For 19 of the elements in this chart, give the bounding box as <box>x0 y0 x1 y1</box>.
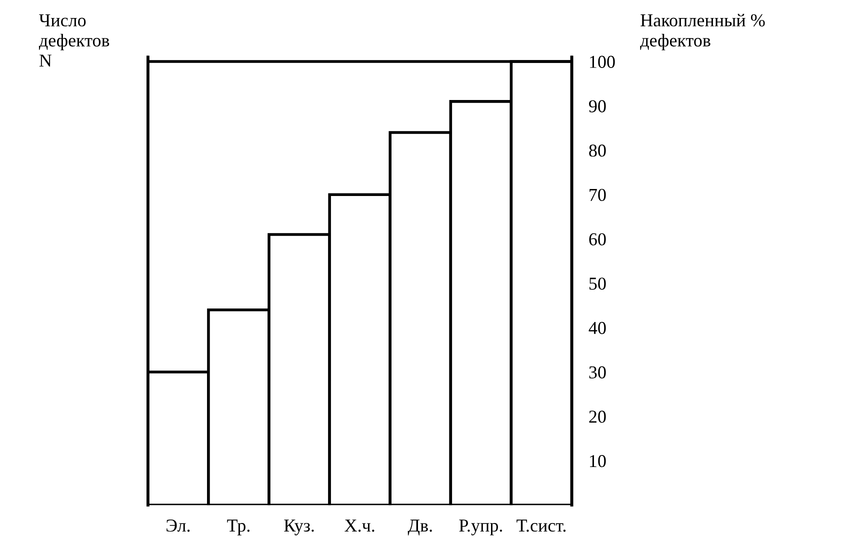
y2-tick-label: 70 <box>590 188 606 202</box>
y2-tick-label: 90 <box>589 100 606 112</box>
y-axis-title: Число дефектов N <box>38 14 110 67</box>
y2-tick-label: 100 <box>590 56 615 68</box>
y2-tick-label: 80 <box>589 144 606 157</box>
y2-tick-label: 20 <box>589 410 606 423</box>
y2-tick-label: 10 <box>590 454 606 468</box>
y2-tick-label: 50 <box>589 278 606 290</box>
x-tick-label: Т.сист. <box>516 520 566 532</box>
y2-axis-title: Накопленный % дефектов <box>640 14 765 50</box>
y2-tick-label: 60 <box>589 233 606 246</box>
x-tick-label: Тр. <box>227 520 250 536</box>
y2-tick-label: 40 <box>588 322 606 334</box>
x-tick-label: Эл. <box>166 520 190 532</box>
x-tick-label: Х.ч. <box>344 520 374 532</box>
x-tick-label: Р.упр. <box>459 520 502 536</box>
x-tick-label: Куз. <box>284 520 314 536</box>
x-tick-label: Дв. <box>408 520 432 536</box>
y2-tick-label: 30 <box>589 366 606 378</box>
